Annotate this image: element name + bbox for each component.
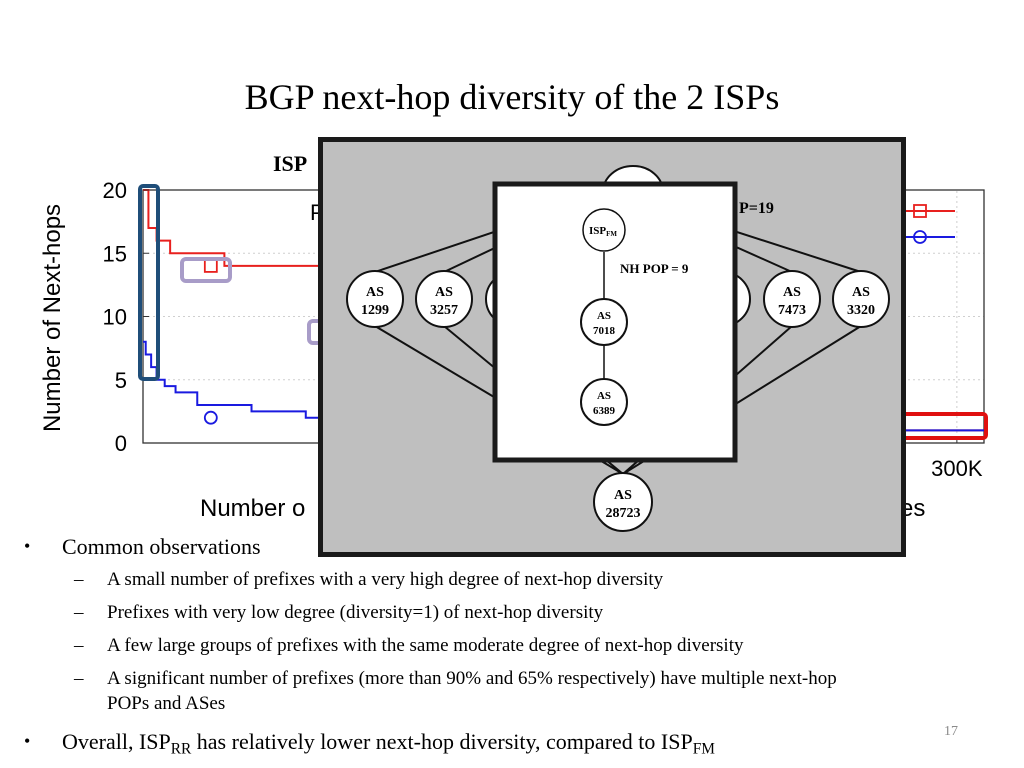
chart-title-fragment: ISP	[273, 151, 307, 176]
legend-marker-square	[913, 204, 927, 218]
overall-sub-rr: RR	[170, 740, 192, 758]
bottom-as-node	[593, 472, 653, 532]
overall-text-b: has relatively lower next-hop diversity,…	[191, 729, 693, 754]
outer-as-node-0-label: AS	[366, 285, 384, 300]
dash-mark: –	[74, 569, 84, 590]
bottom-as-node-number: 28723	[606, 506, 641, 521]
topology-overlay: AS 1299 AS 3257 AS 7473 AS 3320 AS 28723 P=19 ISP…	[318, 137, 906, 557]
outer-as-node-2	[763, 270, 821, 328]
sub-bullet-3: A few large groups of prefixes with the …	[107, 635, 744, 656]
outer-as-node-3	[832, 270, 890, 328]
series-point-square	[203, 258, 218, 273]
overall-text-a: Overall, ISP	[62, 729, 171, 754]
y-axis-label: Number of Next-hops	[39, 204, 66, 432]
dash-mark: –	[74, 668, 84, 689]
overall-sub-fm: FM	[692, 740, 715, 758]
sub-bullet-2: Prefixes with very low degree (diversity…	[107, 602, 604, 623]
dash-mark: –	[74, 635, 84, 656]
outer-as-node-1-label: AS	[435, 285, 453, 300]
inner-as-6389-number: 6389	[593, 405, 616, 417]
y-tick-label: 10	[103, 305, 127, 330]
outer-as-node-3-number: 3320	[847, 303, 875, 318]
dash-mark: –	[74, 602, 84, 623]
x-axis-label-left: Number o	[200, 495, 305, 522]
isp-fm-node	[582, 208, 626, 252]
outer-as-node-0	[346, 270, 404, 328]
x-tick-label: 300K	[931, 456, 983, 481]
outer-as-node-3-label: AS	[852, 285, 870, 300]
slide-title: BGP next-hop diversity of the 2 ISPs	[244, 77, 780, 117]
outer-as-node-2-label: AS	[783, 285, 801, 300]
nh-pop-label: NH POP = 9	[620, 261, 689, 276]
outer-as-node-2-number: 7473	[778, 303, 806, 318]
behind-label: P=19	[739, 200, 774, 217]
series-point-circle	[203, 410, 218, 425]
y-tick-label: 20	[103, 178, 127, 203]
y-tick-label: 0	[115, 431, 127, 456]
sub-bullet-4: A significant number of prefixes (more t…	[107, 668, 837, 689]
highlight-group-14	[180, 257, 232, 283]
inner-as-6389-label: AS	[597, 390, 611, 402]
bottom-as-node-label: AS	[614, 488, 632, 503]
inner-as-7018	[580, 298, 628, 346]
outer-as-node-0-number: 1299	[361, 303, 389, 318]
bullet-dot: •	[24, 731, 31, 751]
sub-bullet-1: A small number of prefixes with a very h…	[107, 569, 664, 590]
y-tick-label: 5	[115, 368, 127, 393]
bullet-overall: Overall, ISPRR has relatively lower next…	[62, 729, 715, 758]
legend-marker-circle	[913, 230, 927, 244]
inner-as-6389	[580, 378, 628, 426]
inner-as-7018-number: 7018	[593, 325, 616, 337]
sub-bullet-4-cont: POPs and ASes	[107, 693, 226, 714]
y-tick-label: 15	[103, 241, 127, 266]
slide-number: 17	[944, 724, 958, 739]
highlight-high-diversity	[138, 184, 160, 381]
inner-as-7018-label: AS	[597, 310, 611, 322]
outer-as-node-1	[415, 270, 473, 328]
outer-as-node-1-number: 3257	[430, 303, 458, 318]
